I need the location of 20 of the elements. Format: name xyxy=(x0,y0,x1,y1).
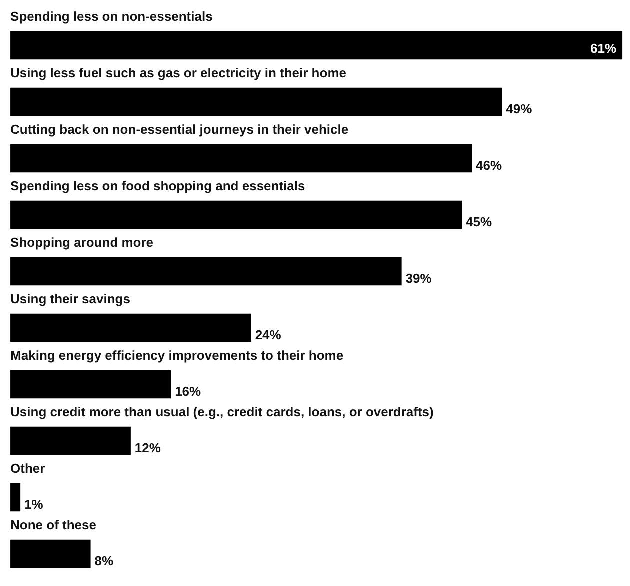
y-tick-label: Using credit more than usual (e.g., credit cards, loans, or overdrafts) xyxy=(10,404,434,420)
y-tick-label: Cutting back on non-essential journeys in their vehicle xyxy=(10,122,349,138)
data-label: 61% xyxy=(590,40,617,56)
y-tick-label: Making energy efficiency improvements to their home xyxy=(10,348,344,364)
data-label: 16% xyxy=(175,384,202,399)
data-label: 46% xyxy=(476,158,503,173)
y-tick-label: Spending less on food shopping and essentials xyxy=(10,178,306,194)
y-tick-label: Shopping around more xyxy=(10,235,154,250)
y-tick-label: Other xyxy=(10,461,46,476)
y-tick-label: Using less fuel such as gas or electricity in their home xyxy=(10,66,346,81)
y-tick-label: Spending less on non-essentials xyxy=(10,9,213,24)
data-label: 24% xyxy=(255,327,282,342)
y-tick-label: Using their savings xyxy=(10,292,130,307)
data-label: 39% xyxy=(406,270,432,286)
data-label: 45% xyxy=(466,214,492,230)
data-label: 49% xyxy=(506,101,533,116)
y-tick-label: None of these xyxy=(10,518,97,533)
data-label: 8% xyxy=(94,553,114,568)
data-label: 12% xyxy=(134,440,162,456)
data-label: 1% xyxy=(24,496,44,512)
